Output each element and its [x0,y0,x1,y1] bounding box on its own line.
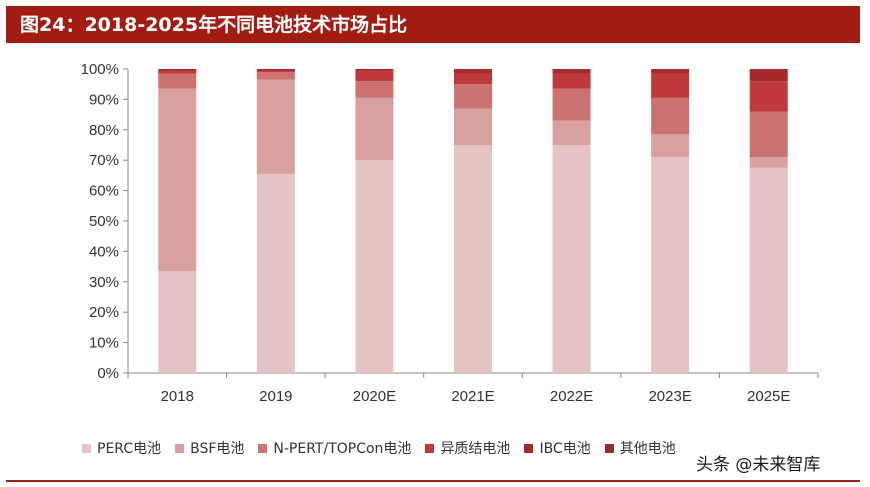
legend-label: BSF电池 [190,441,245,457]
bar-segment [355,69,394,71]
bar-segment [256,70,295,73]
bar-segment [158,69,197,71]
bar-segment [256,79,295,174]
bar-segment [158,73,197,89]
bar-segment [651,97,690,135]
watermark: 头条 @未来智库 [696,455,821,475]
legend-item: BSF电池 [175,438,244,458]
legend-swatch [258,443,268,453]
bar-segment [454,84,492,109]
legend-item: N-PERT/TOPCon电池 [258,438,411,458]
bar-segment [749,111,788,158]
y-tick-label: 80% [89,122,119,139]
bar-segment [552,69,591,74]
legend-label: PERC电池 [97,441,162,457]
bar-segment [355,97,394,161]
figure-title: 图24：2018-2025年不同电池技术市场占比 [20,14,408,36]
bar-segment [158,271,197,373]
bar-segment [552,88,591,121]
bar-segment [454,108,492,145]
bar-segment [651,69,690,74]
legend-item: 其他电池 [604,438,676,458]
bar-segment [552,73,591,89]
y-tick-label: 20% [89,304,119,321]
bar-segment [454,69,492,74]
y-tick-label: 100% [81,61,119,78]
header-bar: 图24：2018-2025年不同电池技术市场占比 [6,6,860,43]
legend-label: N-PERT/TOPCon电池 [273,441,412,457]
y-tick-label: 70% [89,152,119,169]
y-tick-label: 0% [97,365,119,382]
bottom-rule [6,480,860,482]
y-tick-label: 60% [89,183,119,200]
bar-segment [749,69,788,82]
y-tick-label: 90% [89,91,119,108]
legend-swatch [604,443,614,453]
bar-segment [256,173,295,373]
x-tick-label: 2018 [161,388,194,405]
bar-segment [454,73,492,85]
bar-segment [158,70,197,74]
x-tick-label: 2023E [648,388,691,405]
bar-segment [355,81,394,98]
bar-segment [552,145,591,373]
chart-legend: PERC电池 BSF电池 N-PERT/TOPCon电池 异质结电池 IBC电池 其他电池 [82,438,690,460]
bar-segment [355,160,394,373]
bar-segment [651,134,690,158]
bar-segment [552,120,591,145]
bar-segment [355,70,394,82]
bar-segment [256,72,295,80]
y-tick-label: 40% [89,243,119,260]
y-tick-label: 10% [89,335,119,352]
x-tick-label: 2022E [550,388,593,405]
legend-label: 异质结电池 [440,441,511,457]
bar-segment [749,81,788,112]
bar-segment [454,145,492,373]
legend-label: IBC电池 [539,441,591,457]
legend-label: 其他电池 [619,441,676,457]
bar-segment [749,167,788,373]
legend-item: PERC电池 [82,438,161,458]
x-tick-label: 2025E [747,388,790,405]
x-tick-label: 2019 [259,388,292,405]
legend-item: IBC电池 [524,438,591,458]
bar-segment [651,73,690,98]
y-tick-label: 30% [89,274,119,291]
x-tick-label: 2020E [353,388,396,405]
legend-item: 异质结电池 [425,438,510,458]
bar-segment [158,88,197,272]
bar-segment [256,69,295,71]
legend-swatch [82,443,91,453]
legend-swatch [524,443,534,453]
bar-segment [749,157,788,168]
bar-segment [651,157,690,373]
y-tick-label: 50% [89,213,119,230]
legend-swatch [175,443,185,453]
legend-swatch [425,443,435,453]
x-tick-label: 2021E [451,388,494,405]
